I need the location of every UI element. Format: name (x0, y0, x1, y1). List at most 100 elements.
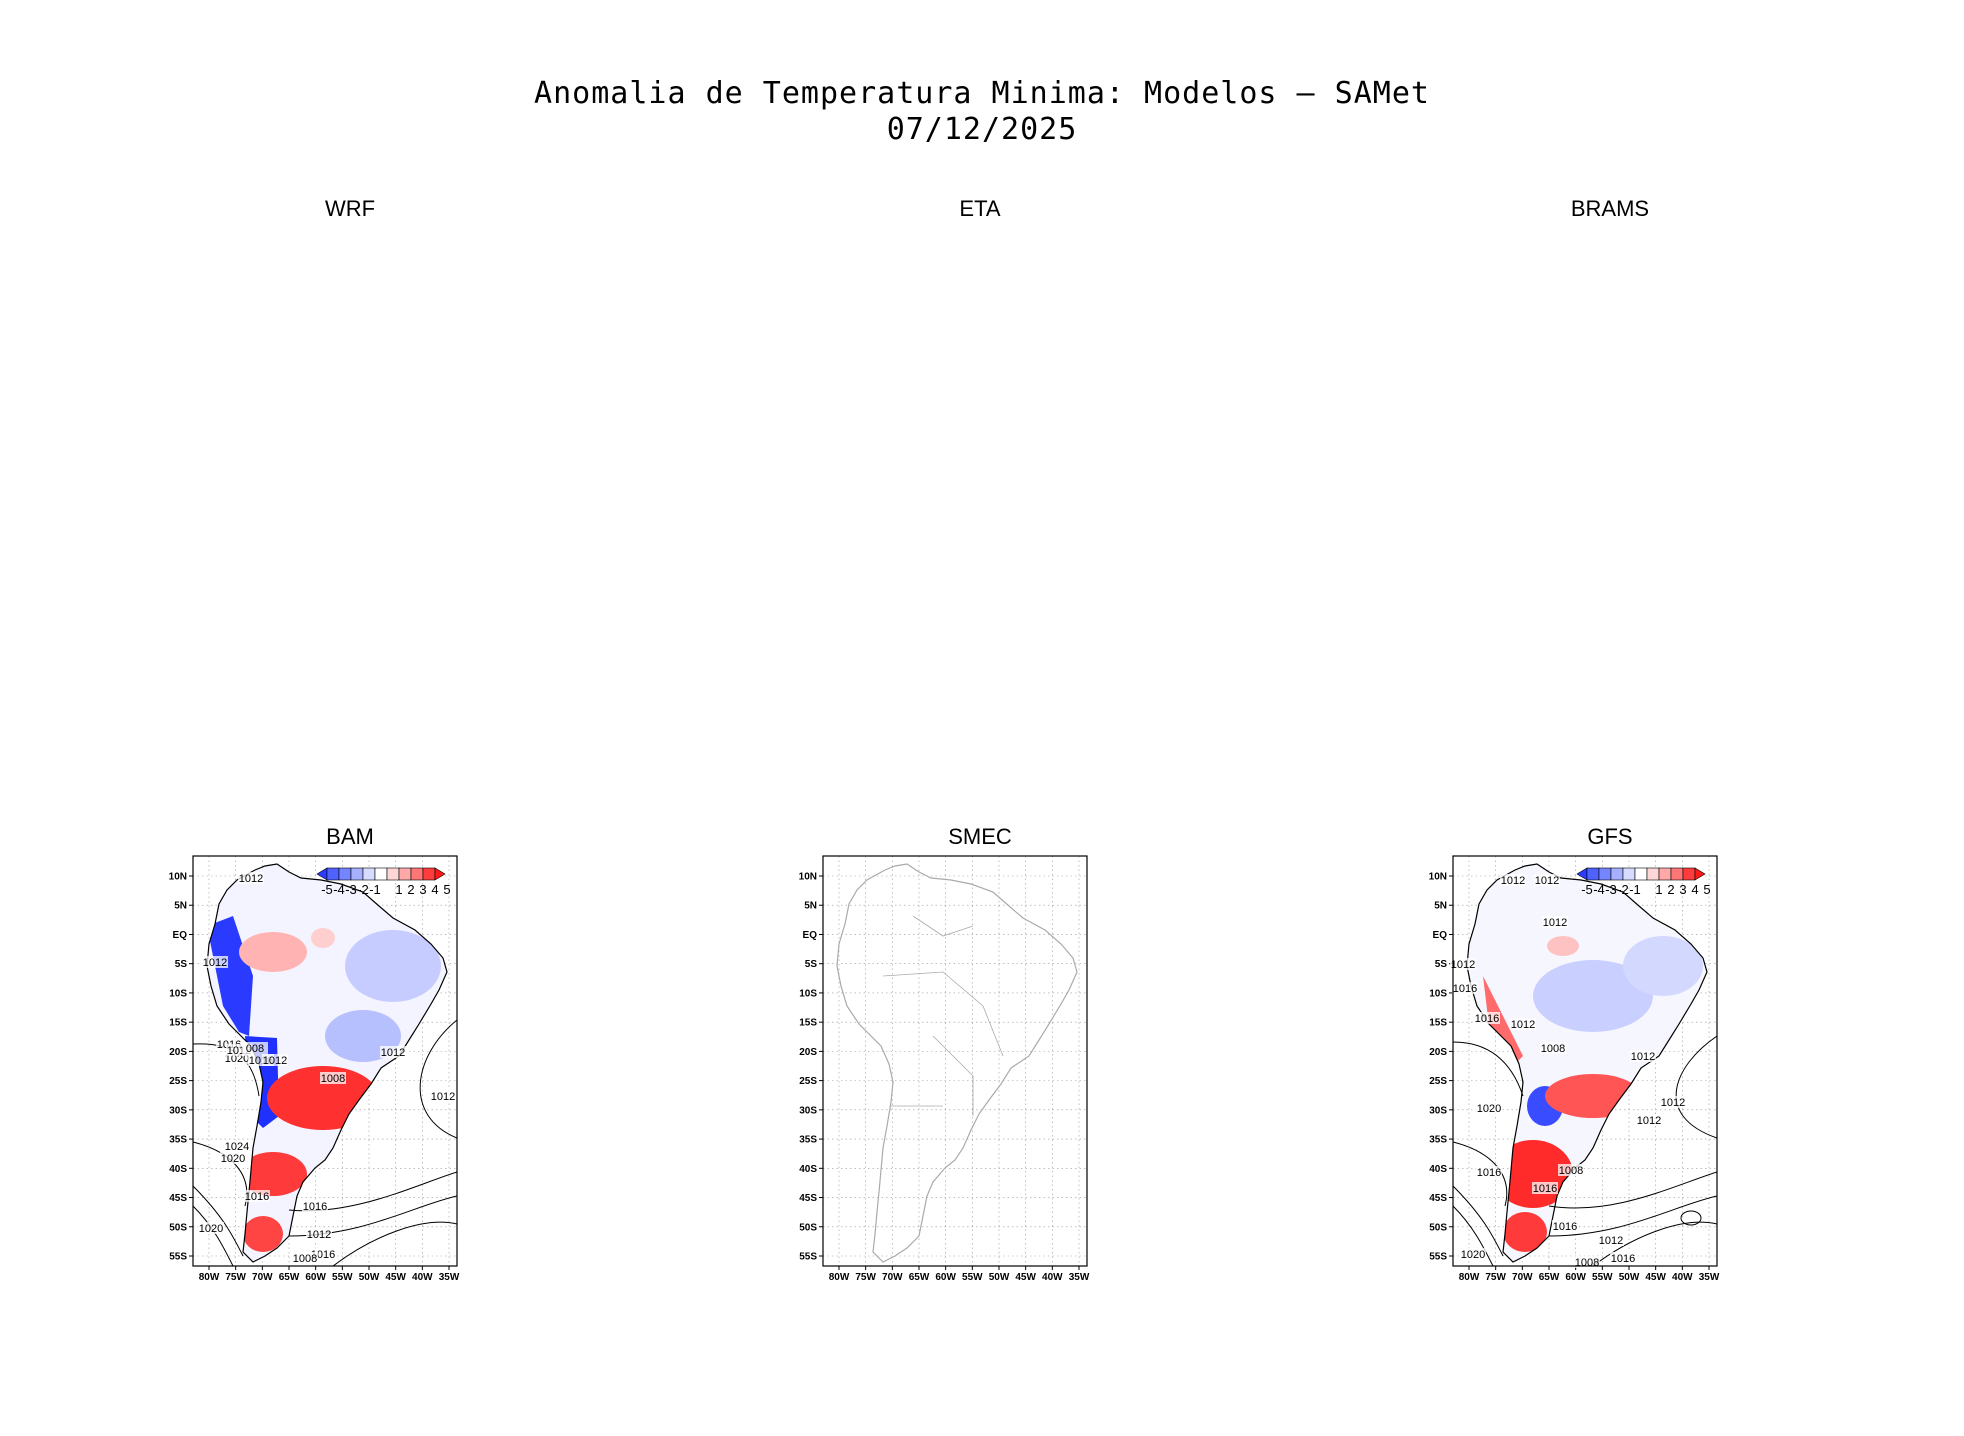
lat-tick-label: 55S (169, 1252, 187, 1263)
lat-tick-label: 50S (1429, 1222, 1447, 1233)
lat-tick-label: 50S (799, 1222, 817, 1233)
isobar-label: 1008 (293, 1253, 317, 1265)
panel-label-gfs: GFS (1587, 824, 1633, 849)
lon-tick-label: 35W (439, 1272, 460, 1283)
isobar-label: 1020 (1477, 1103, 1501, 1115)
panel-label-brams: BRAMS (1570, 196, 1650, 221)
lon-tick-label: 75W (225, 1272, 246, 1283)
colorbar-swatch (1682, 867, 1696, 881)
isobar-label: 1008 (1541, 1043, 1565, 1055)
lon-tick-label: 50W (989, 1272, 1010, 1283)
lon-tick-label: 60W (935, 1272, 956, 1283)
isobar-label: 1016 (1533, 1183, 1557, 1195)
lon-tick-label: 40W (1042, 1272, 1063, 1283)
colorbar-label: 1 (395, 882, 402, 897)
lat-tick-label: 10S (799, 988, 817, 999)
colorbar-swatch (398, 867, 412, 881)
colorbar-swatch (1646, 867, 1660, 881)
colorbar-label: -1 (1629, 882, 1641, 897)
lat-tick-label: 45S (1429, 1193, 1447, 1204)
panel-label-eta: ETA (959, 196, 1001, 221)
lon-tick-label: 70W (252, 1272, 273, 1283)
isobar-label: 1016 (1553, 1221, 1577, 1233)
lat-tick-label: 55S (1429, 1252, 1447, 1263)
lat-tick-label: 35S (1429, 1135, 1447, 1146)
lon-tick-label: 65W (1539, 1272, 1560, 1283)
isobar-label: 1012 (203, 957, 227, 969)
isobar-label: 1020 (1461, 1249, 1485, 1261)
isobar-label: 1020 (199, 1223, 223, 1235)
lat-tick-label: 35S (169, 1135, 187, 1146)
colorbar-swatch (1658, 867, 1672, 881)
smec-borders (882, 915, 1004, 1116)
isobar-label: 1016 (245, 1191, 269, 1203)
lon-tick-label: 65W (279, 1272, 300, 1283)
isobar-label: 1012 (239, 873, 263, 885)
colorbar-label: -3 (1605, 882, 1617, 897)
figure-date: 07/12/2025 (886, 112, 1078, 147)
lat-tick-label: 25S (169, 1076, 187, 1087)
lat-tick-label: 40S (169, 1164, 187, 1175)
isobar-label: 1016 (1477, 1167, 1501, 1179)
colorbar-swatch (1622, 867, 1636, 881)
lat-tick-label: EQ (803, 930, 818, 941)
lon-tick-label: 55W (1592, 1272, 1613, 1283)
isobar-label: 1008 (1575, 1257, 1599, 1269)
colorbar-label: -2 (1617, 882, 1629, 897)
isobar-label: 1016 (1453, 983, 1477, 995)
isobar-label: 008 (246, 1043, 264, 1055)
bam-warm-north (311, 928, 335, 948)
gfs-anomaly-field (1467, 864, 1707, 1262)
figure-title: Anomalia de Temperatura Minima: Modelos … (534, 76, 1430, 111)
lat-tick-label: 10N (1429, 872, 1447, 883)
bam-warm-patagonia-south (243, 1216, 283, 1252)
colorbar-label: 3 (419, 882, 426, 897)
smec-coastline (836, 863, 1078, 1263)
isobar-label: 1020 (221, 1153, 245, 1165)
colorbar-label: -4 (1593, 882, 1605, 897)
lon-tick-label: 65W (909, 1272, 930, 1283)
lon-tick-label: 55W (332, 1272, 353, 1283)
isobar-label: 1008 (1559, 1165, 1583, 1177)
lat-tick-label: 25S (1429, 1076, 1447, 1087)
lat-tick-label: EQ (173, 930, 188, 941)
isobar-label: 1012 (381, 1047, 405, 1059)
lon-tick-label: 80W (1459, 1272, 1480, 1283)
lon-tick-label: 75W (855, 1272, 876, 1283)
colorbar-label: -3 (345, 882, 357, 897)
lat-tick-label: 5N (174, 901, 187, 912)
lon-tick-label: 45W (1645, 1272, 1666, 1283)
gfs-warm-andes (1483, 976, 1523, 1066)
gfs-cold-east (1623, 936, 1703, 996)
isobar-label: 1012 (1661, 1097, 1685, 1109)
lat-tick-label: 20S (799, 1047, 817, 1058)
colorbar-label: 2 (1667, 882, 1674, 897)
colorbar-label: 5 (443, 882, 450, 897)
gfs-colorbar: -5 -4 -3 -2 -1 1 2 3 4 5 (1576, 867, 1711, 897)
isobar-label: 1012 (263, 1055, 287, 1067)
lat-tick-label: 55S (799, 1252, 817, 1263)
colorbar-label: -2 (357, 882, 369, 897)
colorbar-swatch (338, 867, 352, 881)
bam-cold-east (345, 930, 441, 1002)
isobar-label: 1012 (1451, 959, 1475, 971)
gfs-warm-patagonia-south (1503, 1212, 1547, 1252)
gfs-frame (1452, 855, 1718, 1267)
lon-tick-label: 35W (1069, 1272, 1090, 1283)
lat-tick-label: 5S (1435, 959, 1448, 970)
gfs-isobars (1453, 1035, 1717, 1266)
colorbar-label: -4 (333, 882, 345, 897)
colorbar-swatch (374, 867, 388, 881)
lon-tick-label: 70W (882, 1272, 903, 1283)
colorbar-label: 2 (407, 882, 414, 897)
lon-tick-label: 40W (412, 1272, 433, 1283)
lon-tick-label: 75W (1485, 1272, 1506, 1283)
lat-tick-label: 30S (799, 1105, 817, 1116)
lon-tick-label: 80W (199, 1272, 220, 1283)
isobar-label: 1012 (1599, 1235, 1623, 1247)
gfs-warm-amazon (1547, 936, 1579, 956)
gfs-cold-center (1533, 960, 1653, 1032)
lat-tick-label: 5N (1434, 901, 1447, 912)
lat-tick-label: 10N (799, 872, 817, 883)
